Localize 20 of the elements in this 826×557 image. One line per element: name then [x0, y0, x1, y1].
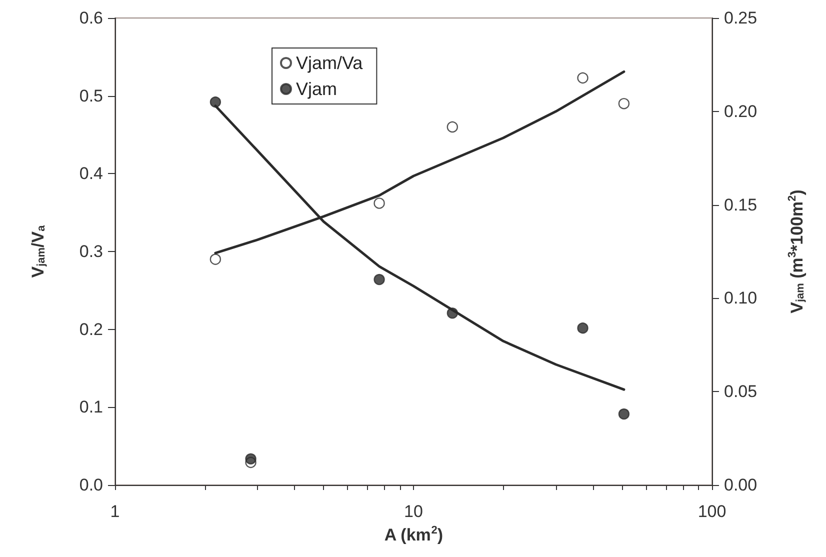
y-tick-label: 0.6: [79, 8, 103, 28]
y2-tick-label: 0.25: [724, 8, 758, 28]
y2-axis-title: Vjam (m3*100m2): [786, 190, 806, 314]
y2-tick-label: 0.20: [724, 102, 758, 121]
y-axis-title: Vjam/Va: [28, 224, 48, 278]
x-tick-label: 1: [110, 502, 120, 521]
legend-label: Vjam/Va: [296, 53, 364, 73]
y-tick-label: 0.5: [79, 86, 103, 106]
y2-tick-label: 0.15: [724, 195, 758, 214]
x-tick-label: 100: [698, 502, 726, 521]
y2-tick-label: 0.05: [724, 382, 758, 402]
y-tick-label: 0.2: [79, 320, 103, 339]
y2-tick-label: 0.10: [724, 288, 758, 308]
x-tick-label: 10: [404, 502, 423, 521]
y-tick-label: 0.1: [79, 398, 103, 417]
legend-label: Vjam: [296, 79, 338, 99]
y-tick-label: 0.3: [79, 242, 103, 261]
y-tick-label: 0.0: [79, 476, 103, 494]
y2-tick-label: 0.00: [724, 476, 758, 494]
y-tick-label: 0.4: [79, 164, 103, 184]
